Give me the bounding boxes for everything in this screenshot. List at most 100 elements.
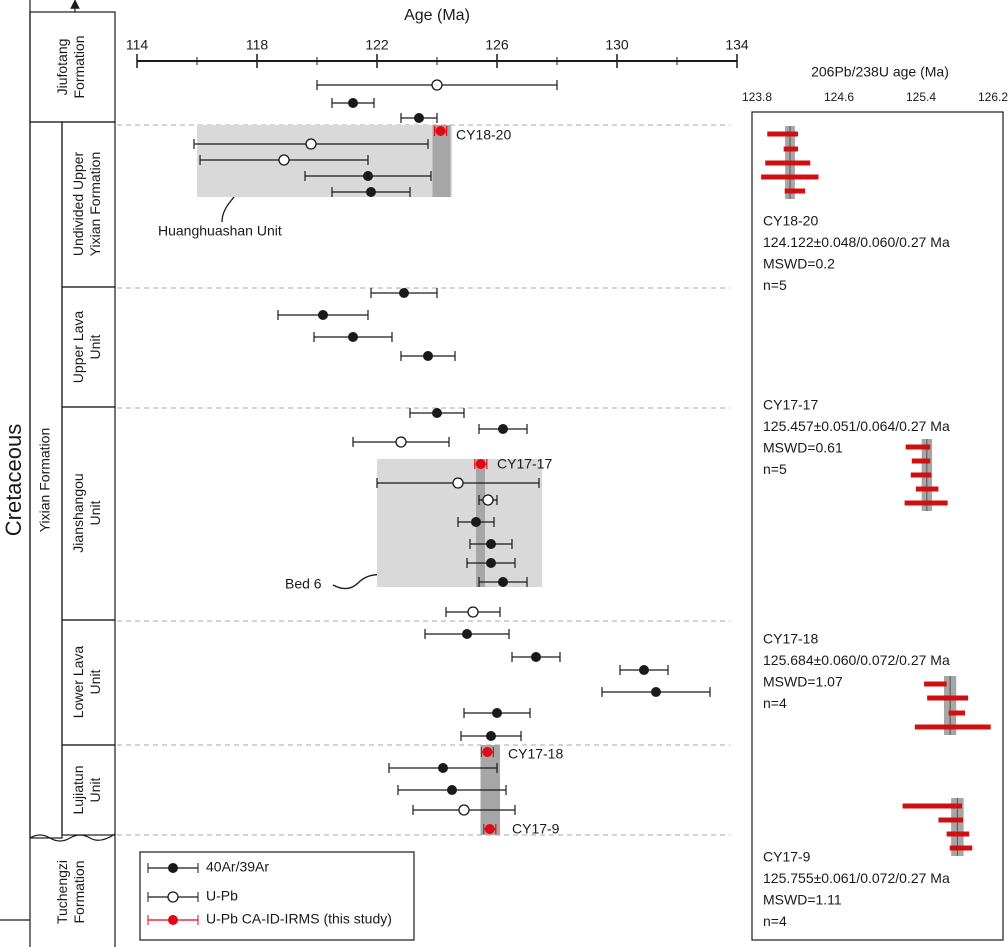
sample-text: CY17-17 [763, 397, 818, 413]
marker [366, 187, 376, 197]
data-point [478, 494, 498, 506]
data-point [463, 708, 531, 718]
marker [432, 408, 442, 418]
data-point [483, 824, 497, 834]
inset-tick-label: 126.2 [978, 90, 1008, 104]
marker [305, 138, 317, 150]
data-point [376, 477, 540, 489]
sample-text: CY17-18 [763, 631, 818, 647]
marker [423, 351, 433, 361]
data-point [199, 154, 369, 166]
x-tick-label: 134 [725, 37, 749, 53]
inset-tick-label: 123.8 [742, 90, 772, 104]
unit-label: Jianshangou [70, 473, 86, 552]
marker [651, 687, 661, 697]
marker [498, 577, 508, 587]
marker [498, 424, 508, 434]
marker [438, 763, 448, 773]
unit-label: Lower Lava [70, 646, 86, 719]
marker [348, 98, 358, 108]
unit-label: Unit [87, 669, 103, 694]
annotation: CY17-17 [497, 456, 552, 472]
unit-label: Unit [87, 777, 103, 802]
marker [318, 310, 328, 320]
data-point [457, 517, 495, 527]
annotation: CY17-9 [512, 821, 560, 837]
marker [531, 652, 541, 662]
marker [471, 517, 481, 527]
column-frame [0, 0, 116, 947]
marker [486, 558, 496, 568]
marker [363, 171, 373, 181]
marker [278, 154, 290, 166]
marker [414, 113, 424, 123]
data-point [434, 126, 448, 136]
legend-label: 40Ar/39Ar [206, 859, 269, 875]
sample-text: 125.755±0.061/0.072/0.27 Ma [763, 870, 950, 886]
data-point [511, 652, 561, 662]
marker [452, 477, 464, 489]
unit-label: Formation [71, 860, 87, 923]
annotation: Bed 6 [285, 576, 322, 592]
sample-text: n=4 [763, 913, 787, 929]
inset-tick-label: 124.6 [824, 90, 854, 104]
x-tick-label: 130 [605, 37, 629, 53]
data-point [313, 332, 393, 342]
x-axis-label: Age (Ma) [404, 7, 470, 24]
unit-label: Upper Lava [70, 311, 86, 384]
data-point [424, 629, 510, 639]
marker [395, 436, 407, 448]
data-point [400, 113, 438, 123]
sample-text: CY17-9 [763, 849, 811, 865]
data-point [480, 747, 494, 757]
data-point [460, 731, 522, 741]
data-point [601, 687, 711, 697]
legend-frame [139, 851, 415, 941]
data-point [352, 436, 450, 448]
formation-label: Yixian Formation [37, 428, 53, 533]
marker [348, 332, 358, 342]
x-tick-label: 114 [126, 37, 149, 53]
annotation: CY17-18 [508, 746, 563, 762]
x-tick-label: 122 [365, 37, 389, 53]
age-band [432, 125, 451, 197]
legend-marker [168, 915, 178, 925]
marker [492, 708, 502, 718]
sample-text: n=5 [763, 277, 787, 293]
sample-text: 125.457±0.051/0.064/0.27 Ma [763, 418, 950, 434]
sample-text: MSWD=1.11 [763, 892, 842, 908]
annotation: CY18-20 [456, 127, 511, 143]
data-point [469, 539, 513, 549]
data-point [331, 98, 375, 108]
marker [482, 747, 493, 757]
unit-label: Unit [87, 334, 103, 359]
legend-marker [167, 891, 179, 903]
data-point [409, 408, 465, 418]
data-point [316, 79, 558, 91]
unit-label: Yixian Formation [87, 152, 103, 257]
marker [486, 731, 496, 741]
unit-label: Tuchengzi [54, 860, 70, 924]
sample-text: 125.684±0.060/0.072/0.27 Ma [763, 652, 950, 668]
legend-label: U-Pb [206, 888, 238, 904]
annotation: Huanghuashan Unit [158, 223, 282, 239]
sample-text: 124.122±0.048/0.060/0.27 Ma [763, 234, 950, 250]
annotation-arrows [221, 177, 389, 590]
data-point [331, 187, 411, 197]
data-point [370, 288, 438, 298]
data-point [193, 138, 429, 150]
data-point [412, 804, 516, 816]
data-point [304, 171, 432, 181]
inset-frame [751, 111, 1004, 941]
data-point [277, 310, 369, 320]
sample-text: CY18-20 [763, 213, 818, 229]
marker [435, 126, 446, 136]
sample-text: MSWD=0.61 [763, 440, 843, 456]
data-point [445, 606, 501, 618]
period-label: Cretaceous [1, 424, 26, 537]
marker [467, 606, 479, 618]
sample-text: MSWD=0.2 [763, 256, 835, 272]
data-point [466, 558, 516, 568]
x-tick-label: 118 [246, 37, 269, 53]
